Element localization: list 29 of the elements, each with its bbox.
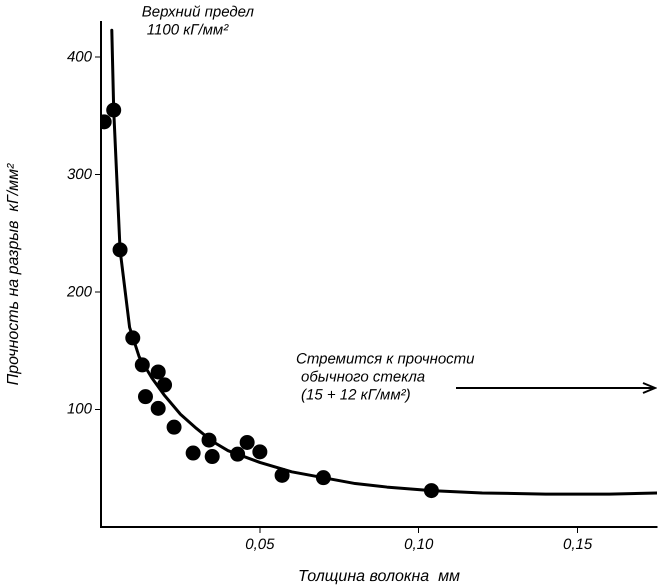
y-tick-label: 400: [66, 48, 93, 66]
y-axis-title: Прочность на разрыв кГ/мм²: [5, 162, 22, 386]
annotation: Стремится к прочности обычного стекла (15 + 12 кГ/мм²): [296, 350, 476, 404]
point: [274, 468, 290, 483]
point: [150, 400, 166, 416]
point: [150, 364, 166, 380]
point: [316, 470, 331, 486]
point: [202, 432, 217, 448]
point: [125, 330, 140, 346]
x-axis-title: Толщина волокна мм: [298, 568, 460, 585]
point: [138, 389, 153, 404]
point: [230, 446, 246, 462]
point: [424, 483, 439, 498]
point: [134, 357, 150, 372]
point: [166, 420, 182, 435]
annotation: Верхний предел 1100 кГ/мм²: [142, 4, 255, 39]
point: [204, 449, 220, 464]
y-tick-label: 200: [66, 283, 93, 300]
y-tick-label: 300: [66, 166, 93, 183]
point: [112, 242, 128, 258]
x-tick-label: 0,05: [245, 536, 276, 554]
x-tick-label: 0,15: [562, 536, 593, 554]
y-tick-label: 100: [66, 400, 93, 418]
point: [252, 444, 268, 460]
point: [106, 102, 122, 118]
point: [157, 377, 172, 392]
point: [186, 446, 201, 461]
point: [240, 434, 255, 450]
x-tick-label: 0,10: [404, 536, 434, 554]
